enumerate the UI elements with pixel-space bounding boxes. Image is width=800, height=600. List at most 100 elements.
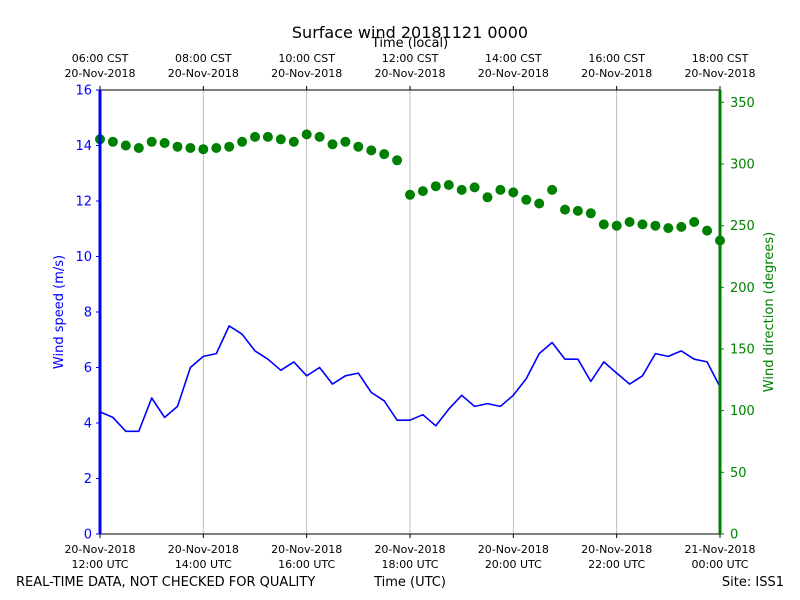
top-tick-date: 20-Nov-2018 [581, 67, 652, 80]
wind-direction-point [456, 184, 467, 195]
wind-direction-point [689, 217, 700, 227]
bottom-tick-date: 20-Nov-2018 [271, 543, 342, 556]
top-tick-date: 20-Nov-2018 [478, 67, 549, 80]
top-tick-time: 10:00 CST [278, 52, 335, 65]
wind-direction-point [392, 155, 403, 166]
wind-direction-point [275, 134, 286, 145]
wind-speed-line [99, 325, 721, 433]
bottom-axis-label: Time (UTC) [374, 575, 446, 590]
wind-direction-point [366, 145, 377, 156]
left-tick-label: 2 [84, 472, 92, 487]
wind-direction-point [353, 141, 364, 152]
left-tick-label: 6 [84, 361, 92, 376]
bottom-tick-time: 18:00 UTC [381, 558, 438, 571]
left-tick-label: 4 [84, 417, 92, 432]
site-label: Site: ISS1 [721, 575, 784, 590]
right-tick-label: 50 [730, 466, 747, 481]
wind-direction-point [663, 223, 674, 234]
left-tick-label: 16 [75, 84, 92, 99]
left-tick-label: 10 [75, 250, 92, 265]
wind-direction-point [650, 220, 661, 231]
bottom-tick-time: 00:00 UTC [691, 558, 748, 571]
wind-direction-series [95, 129, 725, 246]
bottom-tick-date: 21-Nov-2018 [684, 543, 755, 556]
top-tick-time: 18:00 CST [692, 52, 749, 65]
wind-direction-point [237, 136, 248, 147]
wind-direction-point [417, 186, 428, 197]
wind-direction-point [405, 189, 415, 200]
top-tick-time: 12:00 CST [382, 52, 439, 65]
bottom-tick-time: 14:00 UTC [175, 558, 232, 571]
top-tick-time: 14:00 CST [485, 52, 542, 65]
vertical-gridlines [202, 90, 618, 534]
wind-direction-point [508, 187, 519, 198]
wind-direction-point [340, 136, 351, 147]
top-tick-date: 20-Nov-2018 [271, 67, 342, 80]
wind-direction-point [262, 131, 273, 142]
wind-direction-point [327, 139, 338, 150]
wind-direction-point [482, 192, 493, 203]
wind-direction-point [624, 217, 635, 227]
wind-direction-point [598, 219, 609, 230]
right-axis-ticks: 0 50 100 150 200 250 300 350 [720, 96, 755, 543]
wind-direction-point [430, 181, 441, 192]
bottom-tick-date: 20-Nov-2018 [64, 543, 135, 556]
right-tick-label: 0 [730, 528, 738, 543]
bottom-tick-date: 20-Nov-2018 [374, 543, 445, 556]
top-tick-date: 20-Nov-2018 [684, 67, 755, 80]
bottom-tick-time: 16:00 UTC [278, 558, 335, 571]
bottom-tick-time: 20:00 UTC [485, 558, 542, 571]
bottom-tick-date: 20-Nov-2018 [581, 543, 652, 556]
top-axis-label: Time (local) [371, 36, 448, 51]
wind-direction-point [288, 136, 299, 147]
right-tick-label: 200 [730, 281, 755, 296]
wind-direction-point [560, 204, 570, 215]
bottom-tick-date: 20-Nov-2018 [168, 543, 239, 556]
top-tick-time: 08:00 CST [175, 52, 232, 65]
right-tick-label: 100 [730, 404, 755, 419]
wind-direction-point [301, 129, 312, 140]
top-axis-ticks: 06:00 CST 20-Nov-2018 08:00 CST 20-Nov-2018… [64, 52, 756, 90]
wind-direction-point [120, 140, 131, 151]
wind-direction-point [250, 131, 260, 142]
bottom-tick-time: 12:00 UTC [71, 558, 128, 571]
left-axis-ticks: 0 2 4 6 8 10 12 14 16 [75, 84, 100, 543]
bottom-tick-time: 22:00 UTC [588, 558, 645, 571]
wind-direction-point [572, 205, 583, 216]
chart-title: Surface wind 20181121 0000 [292, 23, 528, 42]
wind-direction-point [585, 208, 596, 219]
left-tick-label: 14 [75, 139, 92, 154]
wind-direction-point [133, 143, 144, 153]
right-tick-label: 250 [730, 219, 755, 234]
wind-direction-point [637, 219, 648, 230]
wind-direction-point [676, 221, 687, 232]
top-tick-time: 06:00 CST [72, 52, 129, 65]
right-tick-label: 150 [730, 343, 755, 358]
top-tick-time: 16:00 CST [588, 52, 645, 65]
wind-direction-point [702, 225, 713, 236]
wind-direction-point [172, 141, 183, 152]
wind-direction-point [379, 149, 390, 160]
wind-direction-point [185, 143, 196, 153]
top-tick-date: 20-Nov-2018 [168, 67, 239, 80]
top-tick-date: 20-Nov-2018 [64, 67, 135, 80]
wind-direction-point [534, 198, 545, 209]
wind-direction-point [159, 138, 170, 148]
wind-direction-point [611, 220, 622, 231]
right-axis-label: Wind direction (degrees) [762, 232, 777, 392]
wind-direction-point [107, 136, 118, 147]
left-tick-label: 0 [84, 528, 92, 543]
wind-direction-point [224, 141, 235, 152]
wind-direction-point [495, 184, 506, 195]
wind-direction-point [443, 180, 454, 190]
wind-direction-point [469, 182, 480, 193]
quality-disclaimer: REAL-TIME DATA, NOT CHECKED FOR QUALITY [16, 575, 316, 590]
wind-direction-point [211, 143, 222, 153]
wind-direction-point [547, 184, 558, 195]
bottom-tick-date: 20-Nov-2018 [478, 543, 549, 556]
wind-direction-point [146, 136, 157, 147]
left-tick-label: 8 [84, 306, 92, 321]
wind-direction-point [521, 194, 532, 205]
wind-direction-point [198, 144, 209, 155]
